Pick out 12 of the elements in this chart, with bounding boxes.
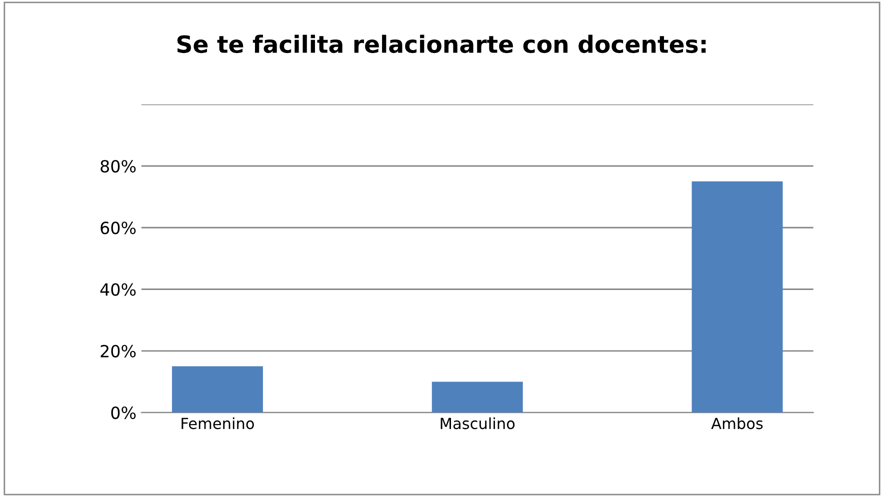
bar — [432, 382, 523, 413]
x-tick-label: Masculino — [440, 417, 515, 430]
chart-title: Se te facilita relacionarte con docentes: — [177, 34, 706, 54]
y-tick-label: 40% — [100, 283, 136, 296]
x-tick-label: Femenino — [182, 417, 254, 430]
bar — [692, 181, 783, 413]
x-tick-label: Ambos — [711, 417, 763, 430]
y-tick-label: 60% — [100, 222, 136, 234]
y-tick-label: 20% — [100, 344, 136, 358]
y-tick-label: 80% — [100, 160, 136, 173]
bar — [172, 366, 263, 413]
y-tick-label: 0% — [111, 406, 136, 420]
